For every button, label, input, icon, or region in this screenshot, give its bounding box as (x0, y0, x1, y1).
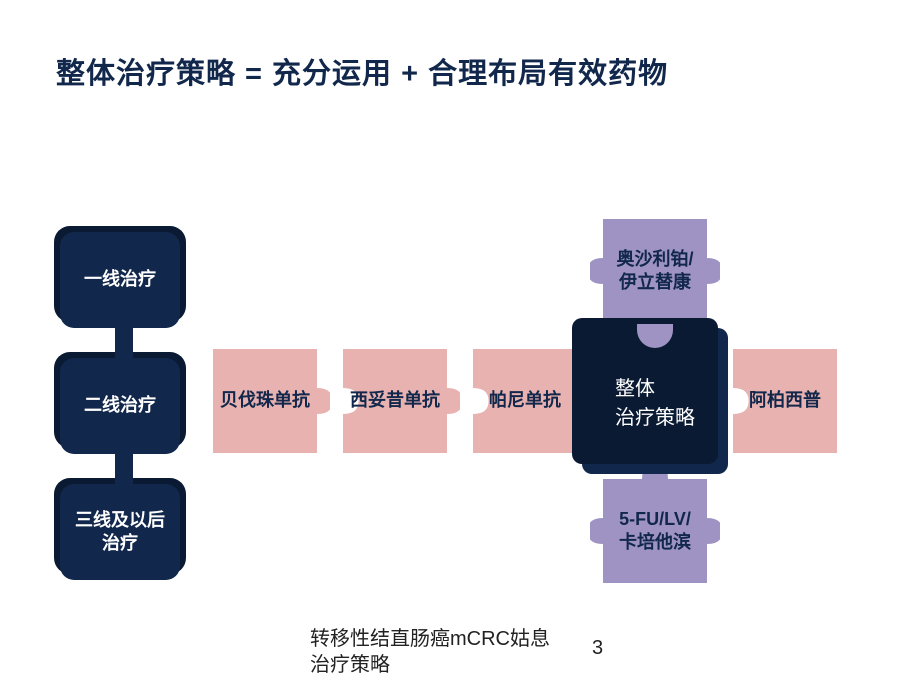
puzzle-5: 阿柏西普 (720, 336, 850, 466)
puzzle-5-label: 阿柏西普 (749, 389, 821, 412)
puzzle-3-label: 帕尼单抗 (489, 389, 561, 412)
left-box-1: 一线治疗 (60, 232, 180, 328)
left-box-2: 二线治疗 (60, 358, 180, 454)
puzzle-2-label: 西妥昔单抗 (350, 389, 440, 412)
puzzle-center-label: 整体治疗策略 (615, 372, 695, 430)
left-box-1-label: 一线治疗 (84, 268, 156, 291)
puzzle-top-label: 奥沙利铂/伊立替康 (616, 248, 693, 295)
puzzle-center: 整体治疗策略 (582, 328, 728, 474)
puzzle-1-label: 贝伐珠单抗 (220, 389, 310, 412)
left-box-3: 三线及以后治疗 (60, 484, 180, 580)
left-box-3-label: 三线及以后治疗 (75, 509, 165, 556)
page-number: 3 (592, 637, 603, 660)
puzzle-bottom-label: 5-FU/LV/卡培他滨 (619, 508, 691, 555)
slide-title: 整体治疗策略 = 充分运用 + 合理布局有效药物 (56, 50, 668, 92)
puzzle-1: 贝伐珠单抗 (200, 336, 330, 466)
puzzle-top: 奥沙利铂/伊立替康 (590, 206, 720, 336)
puzzle-bottom: 5-FU/LV/卡培他滨 (590, 466, 720, 596)
diagram-area: 一线治疗 二线治疗 三线及以后治疗 奥沙利铂/伊立替康 5-FU/LV/卡培他滨… (60, 180, 860, 590)
left-box-2-label: 二线治疗 (84, 394, 156, 417)
footer-text: 转移性结直肠癌mCRC姑息治疗策略 (310, 626, 570, 678)
puzzle-2: 西妥昔单抗 (330, 336, 460, 466)
puzzle-3: 帕尼单抗 (460, 336, 590, 466)
